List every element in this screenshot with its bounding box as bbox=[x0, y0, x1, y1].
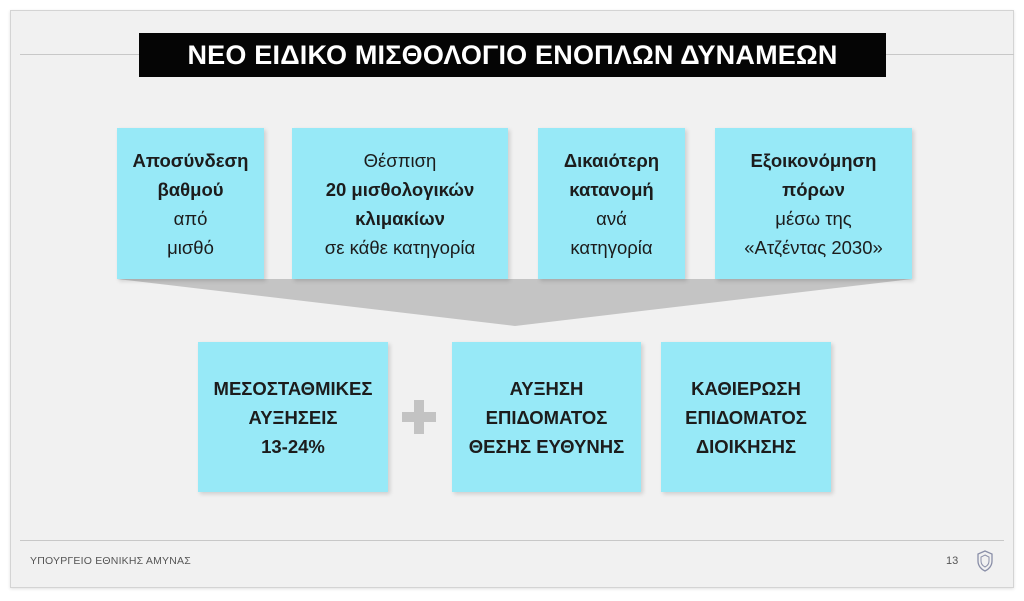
box-line: ΚΑΘΙΕΡΩΣΗ bbox=[691, 377, 801, 399]
box-average-increases: ΜΕΣΟΣΤΑΘΜΙΚΕΣ ΑΥΞΗΣΕΙΣ 13-24% bbox=[198, 342, 388, 492]
box-command-allowance: ΚΑΘΙΕΡΩΣΗ ΕΠΙΔΟΜΑΤΟΣ ΔΙΟΙΚΗΣΗΣ bbox=[661, 342, 831, 492]
box-line: κλιμακίων bbox=[355, 207, 445, 229]
bottom-divider bbox=[20, 540, 1004, 541]
ministry-crest-icon bbox=[977, 550, 993, 572]
box-line: ΑΥΞΗΣΗ bbox=[509, 377, 584, 399]
box-line: κατανομή bbox=[569, 178, 654, 200]
box-line: «Ατζέντας 2030» bbox=[744, 236, 883, 258]
slide bbox=[10, 10, 1014, 588]
box-line: ΔΙΟΙΚΗΣΗΣ bbox=[695, 435, 797, 457]
page-number: 13 bbox=[946, 555, 959, 567]
box-line: βαθμού bbox=[157, 178, 224, 200]
box-line: μισθό bbox=[167, 236, 214, 258]
box-line: ΘΕΣΗΣ ΕΥΘΥΝΗΣ bbox=[468, 435, 625, 457]
box-line: 13-24% bbox=[261, 435, 325, 457]
box-line: Εξοικονόμηση bbox=[750, 149, 877, 171]
box-line: ΕΠΙΔΟΜΑΤΟΣ bbox=[485, 406, 608, 428]
box-line: ΕΠΙΔΟΜΑΤΟΣ bbox=[685, 406, 807, 428]
box-line: μέσω της bbox=[775, 207, 852, 229]
box-responsibility-allowance: ΑΥΞΗΣΗ ΕΠΙΔΟΜΑΤΟΣ ΘΕΣΗΣ ΕΥΘΥΝΗΣ bbox=[452, 342, 641, 492]
plus-icon bbox=[402, 400, 436, 434]
box-line: σε κάθε κατηγορία bbox=[324, 236, 476, 258]
box-line: ΑΥΞΗΣΕΙΣ bbox=[248, 406, 338, 428]
box-line: Αποσύνδεση bbox=[132, 149, 249, 171]
box-line: πόρων bbox=[782, 178, 845, 200]
slide-title: ΝΕΟ ΕΙΔΙΚΟ ΜΙΣΘΟΛΟΓΙΟ ΕΝΟΠΛΩΝ ΔΥΝΑΜΕΩΝ bbox=[139, 33, 886, 77]
box-line: Δικαιότερη bbox=[563, 149, 660, 171]
box-line: Θέσπιση bbox=[363, 149, 437, 171]
box-fair-distribution: Δικαιότερη κατανομή ανά κατηγορία bbox=[538, 128, 685, 279]
box-resource-savings: Εξοικονόμηση πόρων μέσω της «Ατζέντας 20… bbox=[715, 128, 912, 279]
box-line: 20 μισθολογικών bbox=[325, 178, 475, 200]
box-line: ανά bbox=[596, 207, 627, 229]
box-line: ΜΕΣΟΣΤΑΘΜΙΚΕΣ bbox=[213, 377, 373, 399]
box-grade-decoupling: Αποσύνδεση βαθμού από μισθό bbox=[117, 128, 264, 279]
box-salary-scales: Θέσπιση 20 μισθολογικών κλιμακίων σε κάθ… bbox=[292, 128, 508, 279]
box-line: από bbox=[173, 207, 208, 229]
box-line: κατηγορία bbox=[570, 236, 653, 258]
footer-ministry: ΥΠΟΥΡΓΕΙΟ ΕΘΝΙΚΗΣ ΑΜΥΝΑΣ bbox=[30, 555, 191, 567]
